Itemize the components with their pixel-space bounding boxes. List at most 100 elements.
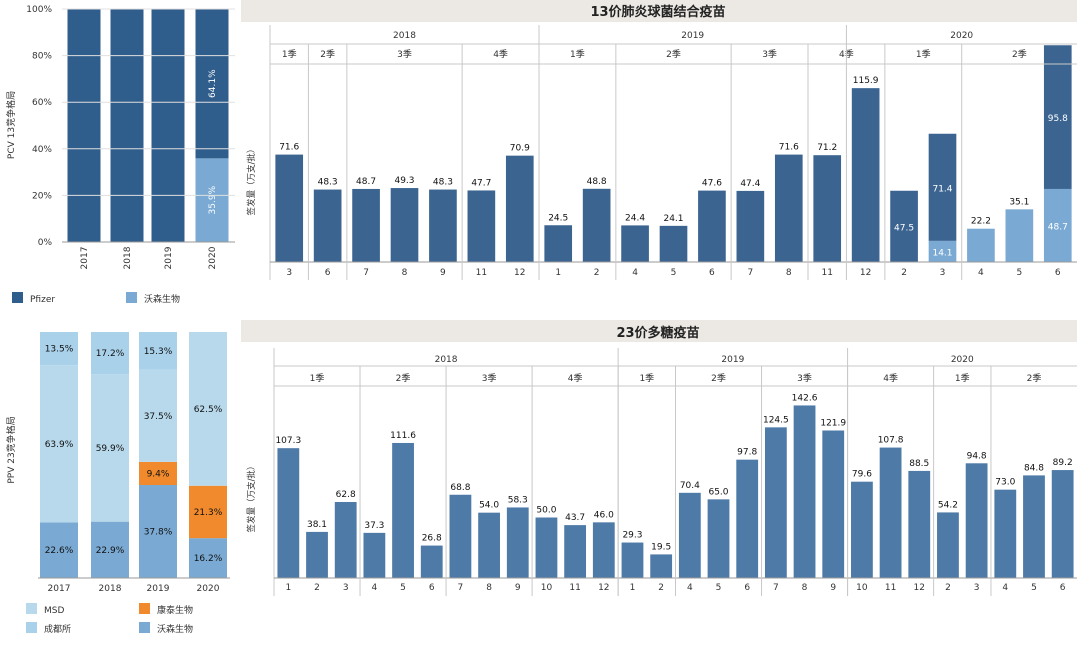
x-tick-label: 5 [716,583,722,593]
ppv23-bar [449,494,472,578]
x-tick-label: 3 [940,268,946,278]
x-tick-label: 12 [514,268,525,278]
ppv23-bar [650,554,673,578]
y-tick-label: 0% [38,238,53,248]
data-label: 97.8 [737,448,757,458]
ppv23-share-bar [189,485,227,539]
year-label: 2019 [681,31,704,41]
x-tick-label: 2018 [123,246,133,269]
data-label: 79.6 [852,470,872,480]
x-tick-label: 9 [515,583,521,593]
x-tick-label: 7 [747,268,753,278]
x-tick-label: 7 [363,268,369,278]
ppv23-share-bar [40,365,78,523]
data-label: 37.8% [144,528,173,538]
data-label: 142.6 [792,393,818,403]
legend-swatch [26,603,37,614]
year-label: 2018 [435,355,458,365]
ppv23-bar [592,522,615,578]
pfizer-bar [505,155,534,262]
data-label: 115.9 [853,76,879,86]
y-tick-label: 40% [32,145,52,155]
x-tick-label: 2 [314,583,320,593]
x-tick-label: 4 [632,268,638,278]
data-label: 47.4 [740,179,760,189]
data-label: 107.3 [275,436,301,446]
x-tick-label: 2 [658,583,664,593]
data-label: 89.2 [1053,458,1073,468]
quarter-label: 1季 [955,372,970,384]
pfizer-bar [429,189,457,262]
year-label: 2020 [951,355,974,365]
ppv23-bar [736,459,759,578]
pcv13-share-bar [151,9,185,242]
x-tick-label: 6 [1055,268,1061,278]
pcv13-share-chart: PCV 13竞争格局 0% 20% 40% 60% 80% 100% 2017 2018 2019… [5,5,229,305]
data-label: 9.4% [147,469,170,479]
chart-title-bar [241,320,1077,342]
x-tick-label: 5 [1031,583,1037,593]
legend-label: Pfizer [30,295,55,305]
data-label: 46.0 [594,510,614,520]
ppv23-bar [363,532,386,578]
data-label: 71.6 [279,143,299,153]
x-tick-label: 3 [286,268,292,278]
pfizer-bar [851,88,880,263]
ppv23-bar [879,447,902,578]
data-label: 16.2% [194,554,223,564]
ppv23-bar [994,489,1017,578]
x-tick-label: 5 [400,583,406,593]
x-tick-label: 1 [555,268,561,278]
quarter-label: 2季 [711,372,726,384]
data-label: 95.8 [1048,114,1068,124]
data-label: 47.5 [894,223,914,233]
x-tick-label: 8 [802,583,808,593]
ppv23-share-bar [189,538,227,578]
data-label: 68.8 [450,483,470,493]
x-tick-label: 1 [630,583,636,593]
x-tick-label: 7 [773,583,779,593]
ppv23-share-bar [139,485,177,578]
data-label: 37.3 [364,521,384,531]
x-tick-label: 10 [541,583,553,593]
pfizer-bar [736,190,765,262]
ppv23-share-bar [91,374,129,522]
y-axis-title: 签发量（万支/批） [246,462,257,533]
x-tick-label: 2017 [80,247,90,270]
x-tick-label: 11 [476,268,487,278]
ppv23-share-bar [139,369,177,462]
legend-label: 成都所 [44,623,71,635]
ppv23-share-bar [40,522,78,578]
data-label: 48.3 [433,178,453,188]
y-axis-title: 签发量（万支/批） [246,145,257,216]
ppv23-bar [937,512,959,578]
x-tick-label: 6 [744,583,750,593]
data-label: 62.5% [194,405,223,415]
y-tick-label: 20% [32,191,52,201]
data-label: 50.0 [536,506,556,516]
x-tick-label: 2020 [208,246,218,269]
ppv23-share-bar [91,521,129,578]
ppv23-bar [277,448,300,578]
data-label: 22.9% [96,546,125,556]
x-tick-label: 4 [1002,583,1008,593]
data-label: 59.9% [96,444,125,454]
data-label: 54.0 [479,501,499,511]
x-tick-label: 10 [856,583,868,593]
y-tick-label: 80% [32,52,52,62]
pfizer-bar [698,190,726,262]
x-tick-label: 2 [901,268,907,278]
chart-title: 23价多糖疫苗 [616,325,699,341]
pcv13-share-bar [195,158,229,242]
data-label: 70.4 [680,481,700,491]
quarter-label: 2季 [1027,372,1042,384]
data-label: 73.0 [995,478,1015,488]
x-tick-label: 1 [285,583,291,593]
legend-swatch [139,622,150,633]
data-label: 58.3 [508,495,528,505]
chart-title-bar [241,0,1077,22]
legend-label: 沃森生物 [144,293,180,305]
ppv23-bar [506,507,529,578]
